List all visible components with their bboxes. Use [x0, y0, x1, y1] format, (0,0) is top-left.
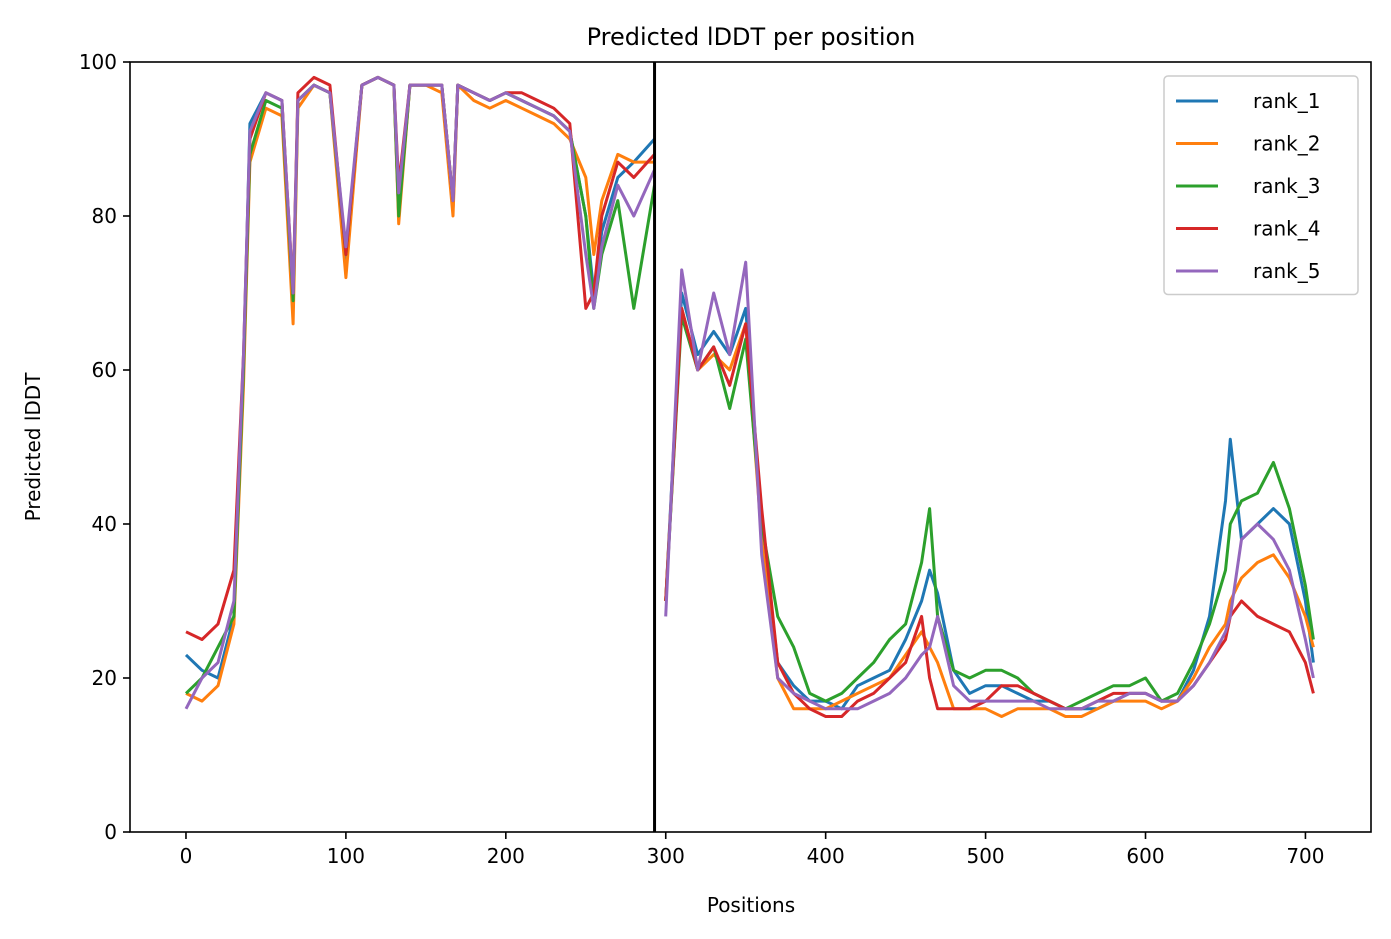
x-tick-label: 600 — [1126, 844, 1164, 868]
x-tick-label: 500 — [966, 844, 1004, 868]
x-tick-label: 400 — [807, 844, 845, 868]
x-tick-label: 300 — [647, 844, 685, 868]
legend-label: rank_5 — [1253, 259, 1320, 283]
plot-area: 0 100 200 300 400 500 600 700 0 20 40 60 80 100 — [79, 50, 1372, 868]
x-tick-label: 700 — [1286, 844, 1324, 868]
y-tick-label: 80 — [92, 204, 117, 228]
y-tick-label: 60 — [92, 358, 117, 382]
y-tick-label: 0 — [104, 820, 117, 844]
legend: rank_1 rank_2 rank_3 rank_4 rank_5 — [1163, 75, 1359, 296]
axes-frame — [129, 61, 1372, 833]
legend-label: rank_3 — [1253, 174, 1320, 198]
x-tick-label: 200 — [487, 844, 525, 868]
y-axis-title: Predicted lDDT — [21, 372, 45, 522]
y-tick-label: 20 — [92, 666, 117, 690]
x-tick-label: 100 — [327, 844, 365, 868]
series-line-rank_5 — [184, 75, 1315, 711]
chart-title: Predicted lDDT per position — [587, 23, 916, 51]
x-tick-label: 0 — [180, 844, 193, 868]
legend-box — [1163, 75, 1359, 296]
y-tick-label: 100 — [79, 50, 117, 74]
legend-label: rank_2 — [1253, 132, 1320, 156]
y-tick-label: 40 — [92, 512, 117, 536]
legend-label: rank_1 — [1253, 89, 1320, 113]
legend-label: rank_4 — [1253, 217, 1320, 241]
x-axis-title: Positions — [707, 893, 795, 917]
